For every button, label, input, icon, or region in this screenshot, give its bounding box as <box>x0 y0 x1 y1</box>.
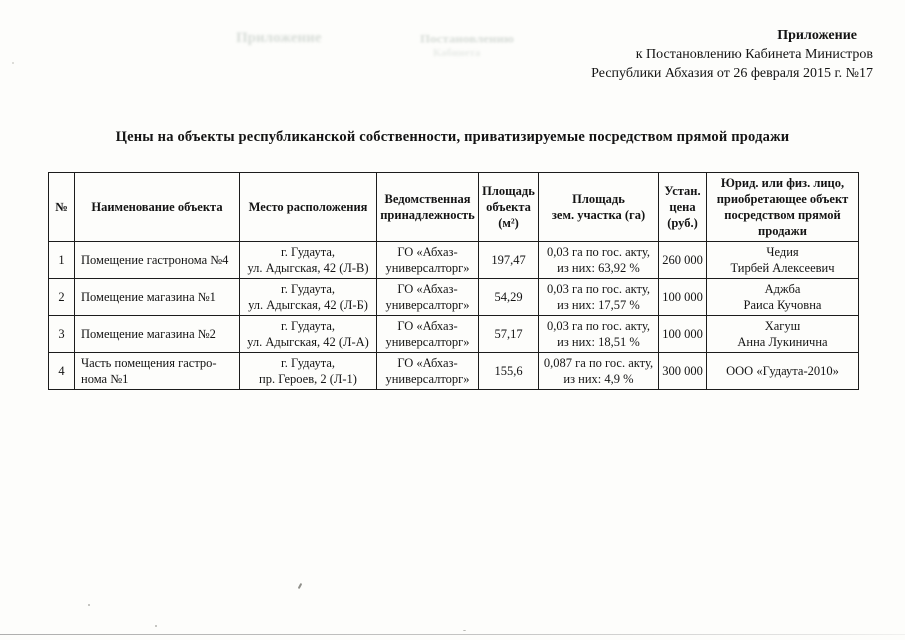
cell-affiliation: ГО «Абхаз- универсалторг» <box>376 352 479 390</box>
header-area: Площадь объекта (м²) <box>478 172 539 242</box>
header-affiliation: Ведомственная принадлежность <box>376 172 479 242</box>
cell-buyer: Хагуш Анна Лукинична <box>706 315 859 353</box>
cell-area: 57,17 <box>478 315 539 353</box>
cell-area: 197,47 <box>478 241 539 279</box>
table-row: 2 Помещение магазина №1 г. Гудаута, ул. … <box>48 278 859 316</box>
cell-num: 2 <box>48 278 75 316</box>
cell-area: 54,29 <box>478 278 539 316</box>
cell-price: 300 000 <box>658 352 707 390</box>
appendix-header-line: Приложение <box>777 28 857 43</box>
table-row: 4 Часть помещения гастро- нома №1 г. Гуд… <box>48 352 859 390</box>
cell-land: 0,087 га по гос. акту, из них: 4,9 % <box>538 352 659 390</box>
cell-price: 260 000 <box>658 241 707 279</box>
table-row: 1 Помещение гастронома №4 г. Гудаута, ул… <box>48 241 859 279</box>
cell-location: г. Гудаута, ул. Адыгская, 42 (Л-Б) <box>239 278 377 316</box>
cell-price: 100 000 <box>658 278 707 316</box>
table-header-row: № Наименование объекта Место расположени… <box>48 172 859 242</box>
price-table: № Наименование объекта Место расположени… <box>48 172 859 390</box>
cell-land: 0,03 га по гос. акту, из них: 17,57 % <box>538 278 659 316</box>
cell-affiliation: ГО «Абхаз- универсалторг» <box>376 241 479 279</box>
cell-land: 0,03 га по гос. акту, из них: 63,92 % <box>538 241 659 279</box>
header-buyer: Юрид. или физ. лицо, приобретающее объек… <box>706 172 859 242</box>
header-name: Наименование объекта <box>74 172 240 242</box>
scan-speck <box>297 582 303 590</box>
cell-name: Помещение магазина №2 <box>74 315 240 353</box>
cell-land: 0,03 га по гос. акту, из них: 18,51 % <box>538 315 659 353</box>
table-row: 3 Помещение магазина №2 г. Гудаута, ул. … <box>48 315 859 353</box>
cell-name: Помещение гастронома №4 <box>74 241 240 279</box>
table-body: 1 Помещение гастронома №4 г. Гудаута, ул… <box>48 241 859 390</box>
header-location: Место расположения <box>239 172 377 242</box>
scan-speck <box>12 62 14 64</box>
appendix-header: Приложение к Постановлению Кабинета Мини… <box>591 26 873 83</box>
cell-buyer: Аджба Раиса Кучовна <box>706 278 859 316</box>
cell-buyer: Чедия Тирбей Алексеевич <box>706 241 859 279</box>
cell-location: г. Гудаута, пр. Героев, 2 (Л-1) <box>239 352 377 390</box>
cell-price: 100 000 <box>658 315 707 353</box>
page-title: Цены на объекты республиканской собствен… <box>115 129 790 145</box>
cell-area: 155,6 <box>478 352 539 390</box>
appendix-header-line: к Постановлению Кабинета Министров <box>635 47 873 62</box>
header-price: Устан. цена (руб.) <box>658 172 707 242</box>
scan-speck <box>155 625 157 627</box>
cell-affiliation: ГО «Абхаз- универсалторг» <box>376 315 479 353</box>
scan-page-edge <box>0 634 905 635</box>
ghost-bleed-text: Приложение <box>236 30 322 46</box>
ghost-bleed-text: Постановлению <box>420 31 514 46</box>
header-land: Площадь зем. участка (га) <box>538 172 659 242</box>
scan-speck <box>463 630 466 631</box>
cell-num: 3 <box>48 315 75 353</box>
scan-speck <box>88 604 90 606</box>
cell-affiliation: ГО «Абхаз- универсалторг» <box>376 278 479 316</box>
header-num: № <box>48 172 75 242</box>
cell-buyer: ООО «Гудаута-2010» <box>706 352 859 390</box>
cell-num: 4 <box>48 352 75 390</box>
ghost-bleed-text: Кабинета <box>433 47 481 59</box>
cell-num: 1 <box>48 241 75 279</box>
cell-name: Часть помещения гастро- нома №1 <box>74 352 240 390</box>
cell-name: Помещение магазина №1 <box>74 278 240 316</box>
appendix-header-line: Республики Абхазия от 26 февраля 2015 г.… <box>591 66 873 81</box>
cell-location: г. Гудаута, ул. Адыгская, 42 (Л-А) <box>239 315 377 353</box>
cell-location: г. Гудаута, ул. Адыгская, 42 (Л-В) <box>239 241 377 279</box>
table-header: № Наименование объекта Место расположени… <box>48 172 859 242</box>
